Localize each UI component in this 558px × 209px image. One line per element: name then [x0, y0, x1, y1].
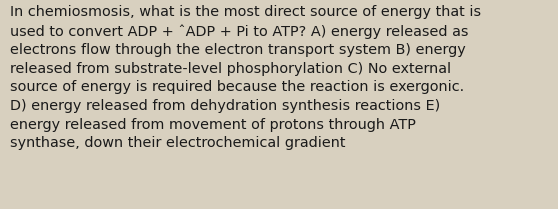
Text: In chemiosmosis, what is the most direct source of energy that is
used to conver: In chemiosmosis, what is the most direct…	[10, 5, 481, 150]
